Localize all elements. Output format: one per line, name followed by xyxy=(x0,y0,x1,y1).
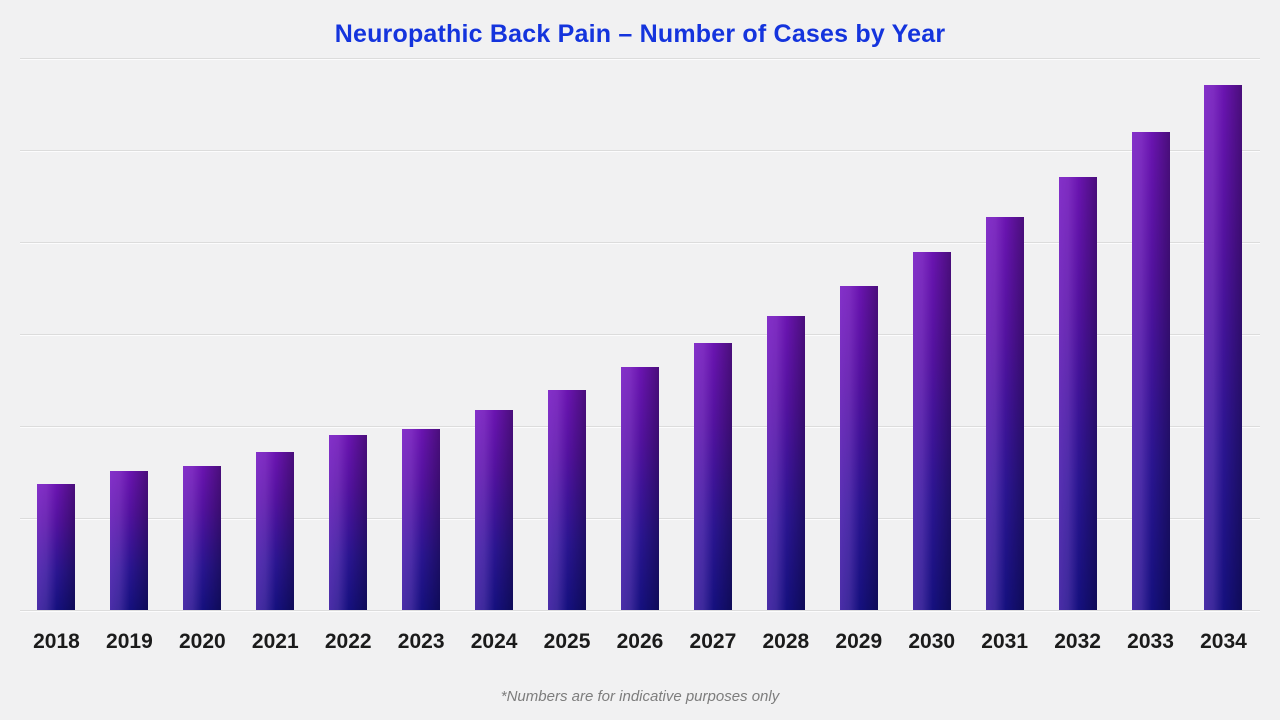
bar-slot-2023 xyxy=(385,58,458,610)
x-tick-label-2024: 2024 xyxy=(470,630,518,653)
gridline xyxy=(20,150,1260,151)
footnote: *Numbers are for indicative purposes onl… xyxy=(500,688,780,705)
bar-2030 xyxy=(912,252,951,610)
x-tick-label-2033: 2033 xyxy=(1127,630,1174,653)
gridline xyxy=(20,242,1260,243)
gridline xyxy=(20,610,1260,611)
bar-slot-2018 xyxy=(20,58,93,610)
bar-2022 xyxy=(329,435,368,610)
x-tick-label-2023: 2023 xyxy=(397,630,445,653)
bar-2031 xyxy=(985,217,1024,610)
x-tick-label-2030: 2030 xyxy=(908,630,956,653)
bar-2028 xyxy=(766,315,805,610)
bar-2033 xyxy=(1131,131,1170,610)
bar-slot-2032 xyxy=(1041,58,1114,610)
x-tick-label-2025: 2025 xyxy=(543,630,591,653)
bar-2029 xyxy=(839,286,878,610)
x-tick-label-2028: 2028 xyxy=(762,630,810,653)
bar-slot-2022 xyxy=(312,58,385,610)
bar-slot-2019 xyxy=(93,58,166,610)
bar-slot-2026 xyxy=(604,58,677,610)
bar-slot-2034 xyxy=(1187,58,1260,610)
bar-slot-2021 xyxy=(239,58,312,610)
x-axis-labels: 2018 2019 2020 2021 2022 2023 2024 2025 2026 2027… xyxy=(20,630,1260,654)
chart-title: Neuropathic Back Pain – Number of Cases … xyxy=(334,20,946,48)
bar-2025 xyxy=(548,390,587,610)
bar-2024 xyxy=(475,410,514,610)
x-tick-label-2026: 2026 xyxy=(616,630,664,653)
bar-2027 xyxy=(693,343,732,610)
x-tick-label-2020: 2020 xyxy=(178,630,226,653)
bar-2023 xyxy=(402,428,441,610)
bar-slot-2028 xyxy=(749,58,822,610)
bar-slot-2025 xyxy=(531,58,604,610)
bar-slot-2031 xyxy=(968,58,1041,610)
x-tick-label-2018: 2018 xyxy=(33,630,80,653)
x-tick-label-2032: 2032 xyxy=(1054,630,1101,653)
x-tick-label-2027: 2027 xyxy=(689,630,737,653)
bar-2034 xyxy=(1204,84,1243,610)
bar-slot-2027 xyxy=(676,58,749,610)
x-tick-label-2022: 2022 xyxy=(324,630,372,653)
x-tick-label-2019: 2019 xyxy=(106,630,153,653)
x-tick-label-2034: 2034 xyxy=(1200,630,1247,653)
gridline xyxy=(20,334,1260,335)
bar-series xyxy=(20,58,1260,610)
x-tick-label-2021: 2021 xyxy=(251,630,299,653)
bar-2018 xyxy=(37,483,76,610)
x-tick-label-2031: 2031 xyxy=(981,630,1029,653)
bar-2026 xyxy=(620,367,659,610)
plot-area xyxy=(20,58,1260,611)
bar-slot-2020 xyxy=(166,58,239,610)
bar-slot-2033 xyxy=(1114,58,1187,610)
gridline xyxy=(20,58,1260,59)
x-tick-label-2029: 2029 xyxy=(835,630,883,653)
bar-slot-2024 xyxy=(458,58,531,610)
bar-2032 xyxy=(1058,176,1097,610)
bar-2021 xyxy=(256,451,295,610)
bar-slot-2029 xyxy=(822,58,895,610)
bar-2020 xyxy=(183,465,222,610)
bar-2019 xyxy=(110,471,149,610)
bar-slot-2030 xyxy=(895,58,968,610)
